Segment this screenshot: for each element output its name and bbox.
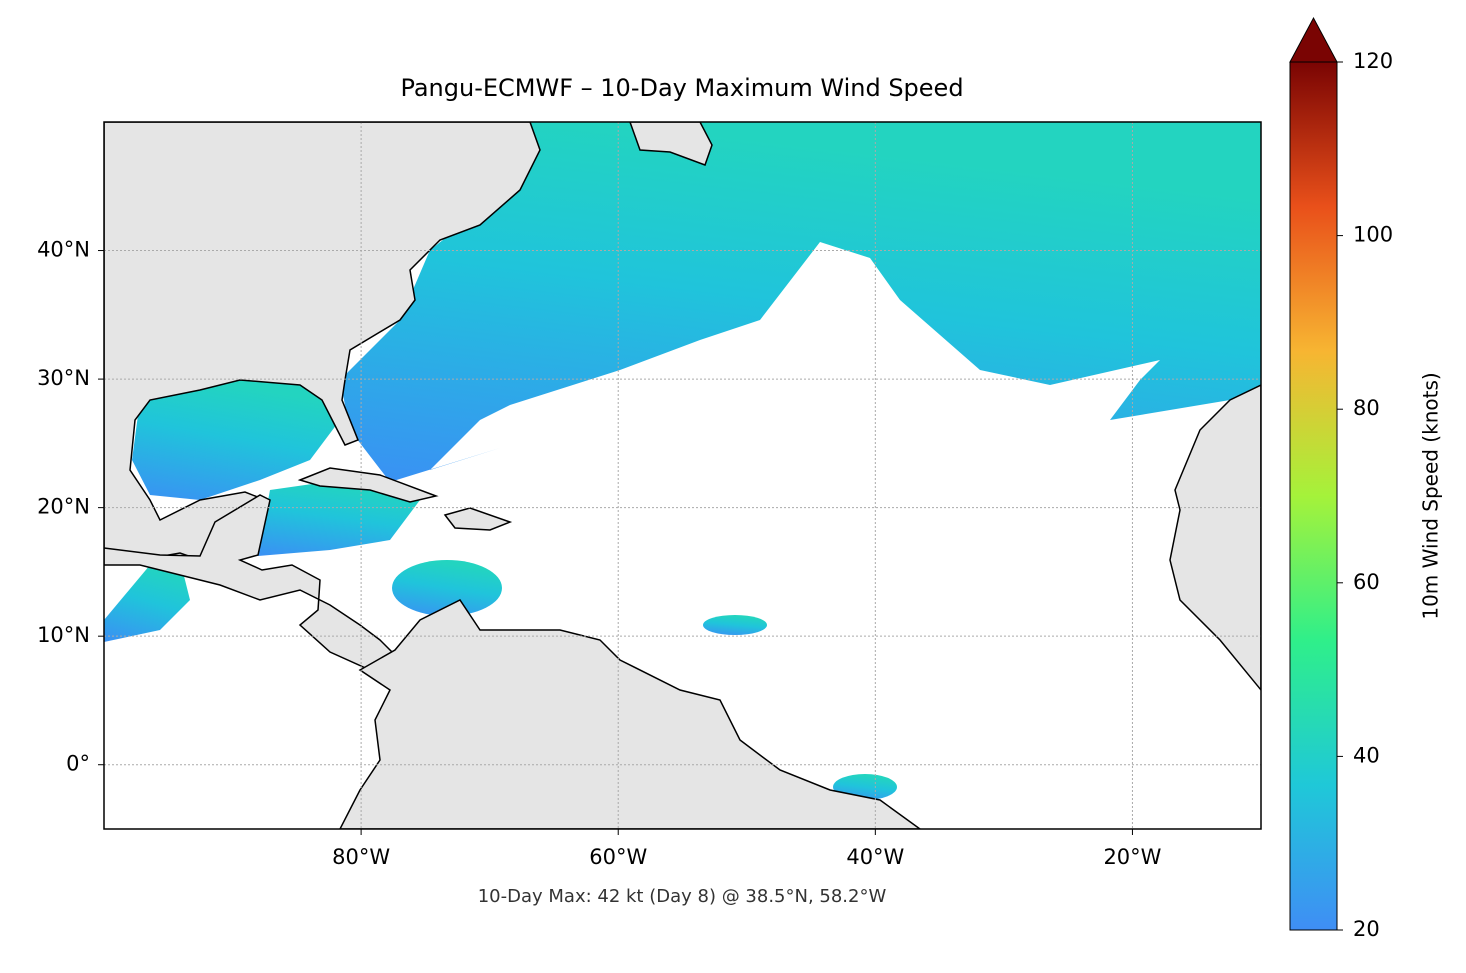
y-tick-label: 10°N bbox=[37, 623, 90, 647]
grid bbox=[104, 122, 1261, 829]
y-tick-label: 30°N bbox=[37, 366, 90, 390]
colorbar-extend bbox=[1289, 16, 1338, 63]
y-tick-label: 20°N bbox=[37, 495, 90, 519]
colorbar-tick-label: 40 bbox=[1353, 743, 1380, 767]
cuba bbox=[297, 467, 439, 503]
central-america bbox=[104, 494, 397, 671]
y-tick-label: 0° bbox=[66, 752, 90, 776]
y-tick-label: 40°N bbox=[37, 238, 90, 262]
colorbar-label: 10m Wind Speed (knots) bbox=[1419, 372, 1443, 619]
x-tick-label: 60°W bbox=[589, 845, 647, 869]
x-tick-label: 80°W bbox=[332, 845, 390, 869]
africa bbox=[1169, 384, 1261, 692]
chart-title: Pangu-ECMWF – 10-Day Maximum Wind Speed bbox=[400, 74, 963, 102]
colorbar-tick-label: 80 bbox=[1353, 396, 1380, 420]
colorbar bbox=[1289, 61, 1338, 931]
colorbar-tick-label: 60 bbox=[1353, 570, 1380, 594]
plot-frame bbox=[103, 121, 1262, 830]
south-america bbox=[339, 599, 922, 829]
x-tick-label: 40°W bbox=[846, 845, 904, 869]
colorbar-tick-label: 120 bbox=[1353, 49, 1393, 73]
hispaniola bbox=[443, 507, 513, 531]
map bbox=[104, 122, 1261, 829]
colorbar-tick-label: 100 bbox=[1353, 223, 1393, 247]
newfoundland bbox=[629, 122, 713, 166]
annotation: 10-Day Max: 42 kt (Day 8) @ 38.5°N, 58.2… bbox=[478, 886, 887, 907]
x-tick-label: 20°W bbox=[1103, 845, 1161, 869]
colorbar-tick-label: 20 bbox=[1353, 917, 1380, 941]
